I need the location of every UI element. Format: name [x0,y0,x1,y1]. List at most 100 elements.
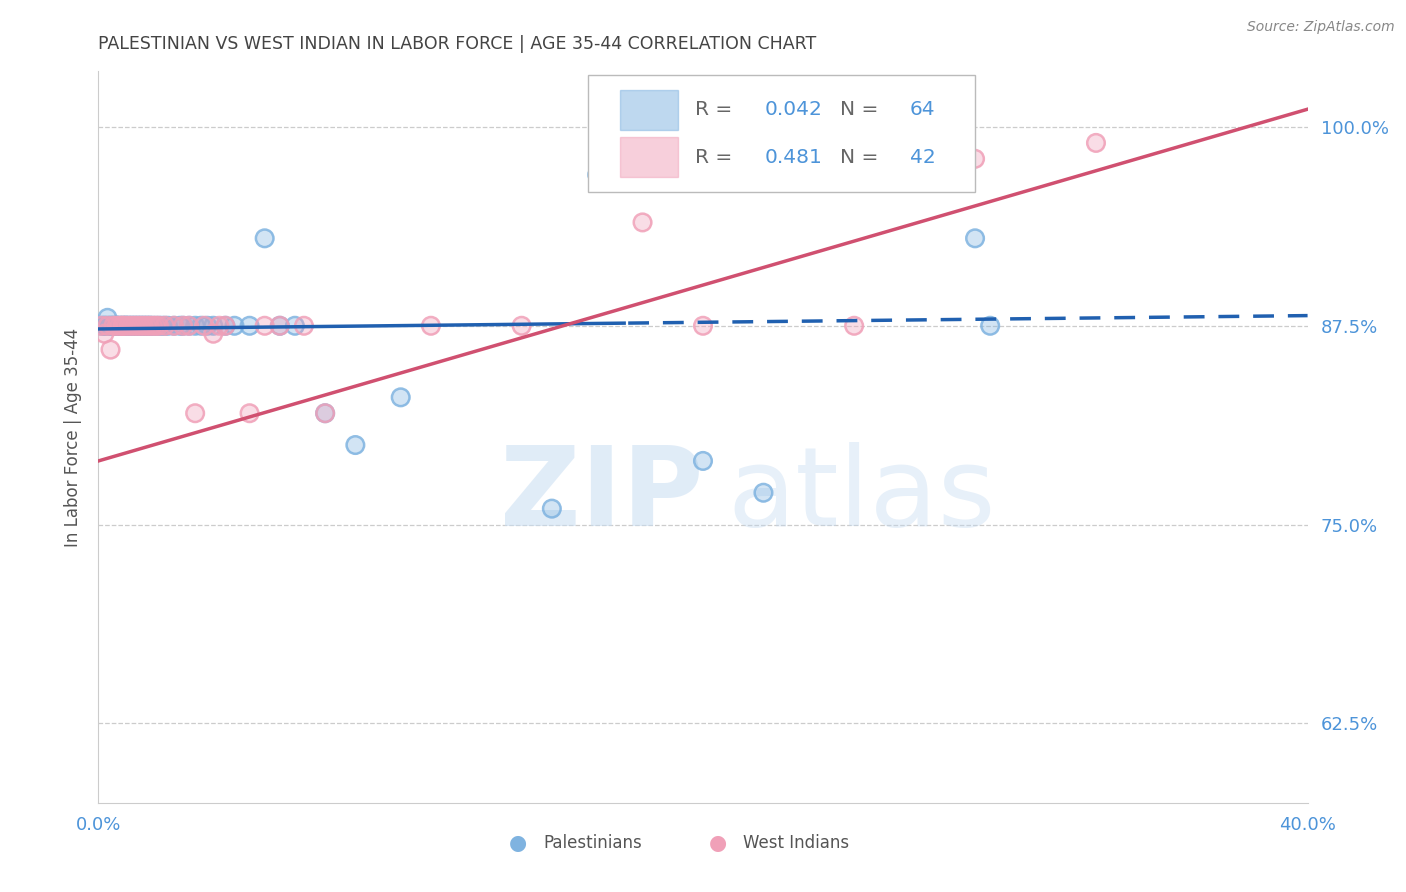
Point [540,501,562,516]
Text: R =: R = [695,101,731,120]
Point [163,318,186,333]
Text: ●: ● [509,833,527,853]
Point [314,406,336,420]
Point [105,318,128,333]
Point [172,318,194,333]
Point [108,318,131,333]
Point [93,318,115,333]
Point [979,318,1001,333]
Point [148,318,170,333]
Point [156,318,179,333]
Point [103,318,125,333]
Point [253,231,276,245]
Text: PALESTINIAN VS WEST INDIAN IN LABOR FORCE | AGE 35-44 CORRELATION CHART: PALESTINIAN VS WEST INDIAN IN LABOR FORC… [98,35,817,54]
Point [184,318,207,333]
Point [184,406,207,420]
Point [108,318,131,333]
Point [214,318,236,333]
Point [100,343,122,357]
Point [96,310,118,325]
Point [114,318,136,333]
Point [129,318,152,333]
Point [121,318,143,333]
Point [145,318,167,333]
Point [103,318,125,333]
Point [129,318,152,333]
Point [121,318,143,333]
Point [153,318,176,333]
Point [292,318,315,333]
Point [124,318,146,333]
Point [208,318,231,333]
Point [314,406,336,420]
Point [169,318,191,333]
Point [121,318,143,333]
Text: 0.481: 0.481 [765,147,823,167]
Point [96,318,118,333]
Point [142,318,165,333]
Text: 42: 42 [910,147,935,167]
Point [124,318,146,333]
Point [100,318,122,333]
Text: ZIP: ZIP [499,442,703,549]
Point [844,318,866,333]
Point [114,318,136,333]
Point [253,318,276,333]
Point [145,318,167,333]
Point [148,318,170,333]
Point [844,318,866,333]
Point [284,318,307,333]
Point [139,318,162,333]
Point [118,318,141,333]
Point [111,318,134,333]
Point [163,318,186,333]
FancyBboxPatch shape [588,75,976,192]
Point [193,318,215,333]
Point [96,318,118,333]
Point [692,454,714,468]
Point [132,318,155,333]
Point [314,406,336,420]
Point [169,318,191,333]
Point [510,318,533,333]
Point [118,318,141,333]
Text: ●: ● [709,833,727,853]
Point [108,318,131,333]
Point [586,168,609,182]
Point [979,318,1001,333]
Text: 64: 64 [910,101,935,120]
Point [114,318,136,333]
Point [172,318,194,333]
Point [111,318,134,333]
Point [195,318,218,333]
Point [127,318,149,333]
FancyBboxPatch shape [620,137,678,178]
Point [96,318,118,333]
Point [114,318,136,333]
Point [93,318,115,333]
Point [124,318,146,333]
Text: atlas: atlas [727,442,995,549]
Point [132,318,155,333]
Point [103,318,125,333]
Point [139,318,162,333]
Point [132,318,155,333]
Point [253,231,276,245]
Point [111,318,134,333]
Point [139,318,162,333]
Point [105,318,128,333]
Point [202,318,225,333]
Point [389,390,412,404]
Point [139,318,162,333]
Point [631,215,654,229]
Point [111,318,134,333]
Point [269,318,291,333]
Point [114,318,136,333]
Point [127,318,149,333]
Point [156,318,179,333]
FancyBboxPatch shape [620,90,678,130]
Point [195,318,218,333]
Point [111,318,134,333]
Point [172,318,194,333]
Point [148,318,170,333]
